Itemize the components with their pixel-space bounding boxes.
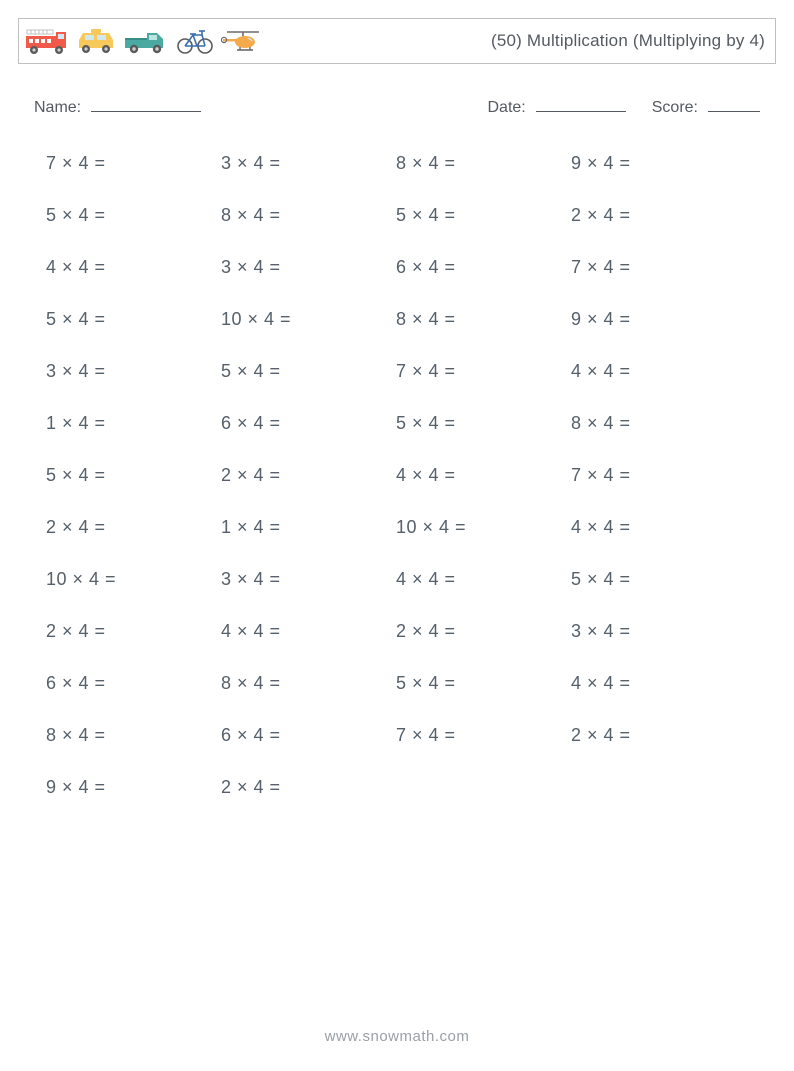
score-blank	[708, 98, 760, 112]
problem: 2 × 4 =	[221, 777, 396, 798]
problem: 2 × 4 =	[46, 517, 221, 538]
problem: 6 × 4 =	[221, 725, 396, 746]
footer-url: www.snowmath.com	[0, 1028, 794, 1045]
problem: 4 × 4 =	[571, 361, 746, 382]
problem: 4 × 4 =	[571, 517, 746, 538]
meta-row: Name: Date: Score:	[34, 98, 760, 117]
problem: 6 × 4 =	[396, 257, 571, 278]
problem: 4 × 4 =	[396, 465, 571, 486]
problem: 7 × 4 =	[571, 257, 746, 278]
score-label: Score:	[652, 99, 698, 117]
problem: 5 × 4 =	[221, 361, 396, 382]
problem: 3 × 4 =	[221, 569, 396, 590]
pickup-truck-icon	[123, 26, 169, 56]
problem: 4 × 4 =	[571, 673, 746, 694]
problem: 6 × 4 =	[46, 673, 221, 694]
date-blank	[536, 98, 626, 112]
name-blank	[91, 98, 201, 112]
problem: 5 × 4 =	[46, 309, 221, 330]
problem: 10 × 4 =	[396, 517, 571, 538]
problem: 1 × 4 =	[46, 413, 221, 434]
problem: 2 × 4 =	[46, 621, 221, 642]
problem: 3 × 4 =	[46, 361, 221, 382]
problem: 8 × 4 =	[221, 205, 396, 226]
problem: 9 × 4 =	[46, 777, 221, 798]
problem: 8 × 4 =	[571, 413, 746, 434]
taxi-icon	[75, 26, 117, 56]
problem: 5 × 4 =	[571, 569, 746, 590]
problem: 7 × 4 =	[396, 725, 571, 746]
problem: 4 × 4 =	[396, 569, 571, 590]
problem: 3 × 4 =	[221, 153, 396, 174]
problem: 5 × 4 =	[396, 205, 571, 226]
problem: 3 × 4 =	[571, 621, 746, 642]
problem: 2 × 4 =	[571, 725, 746, 746]
vehicle-icons	[25, 26, 265, 56]
problem: 8 × 4 =	[221, 673, 396, 694]
problem: 6 × 4 =	[221, 413, 396, 434]
problem: 10 × 4 =	[221, 309, 396, 330]
problem: 1 × 4 =	[221, 517, 396, 538]
problem: 10 × 4 =	[46, 569, 221, 590]
problem: 5 × 4 =	[396, 673, 571, 694]
problem: 7 × 4 =	[571, 465, 746, 486]
problem: 2 × 4 =	[571, 205, 746, 226]
problem: 5 × 4 =	[396, 413, 571, 434]
date-label: Date:	[488, 99, 526, 117]
bicycle-icon	[175, 26, 215, 56]
worksheet-title: (50) Multiplication (Multiplying by 4)	[491, 31, 765, 51]
name-field: Name:	[34, 98, 201, 117]
helicopter-icon	[221, 26, 265, 56]
problem: 8 × 4 =	[46, 725, 221, 746]
problem-grid: 7 × 4 =3 × 4 =8 × 4 =9 × 4 =5 × 4 =8 × 4…	[46, 153, 794, 798]
problem: 4 × 4 =	[221, 621, 396, 642]
header-box: (50) Multiplication (Multiplying by 4)	[18, 18, 776, 64]
problem: 7 × 4 =	[396, 361, 571, 382]
problem: 4 × 4 =	[46, 257, 221, 278]
problem: 8 × 4 =	[396, 309, 571, 330]
problem: 2 × 4 =	[221, 465, 396, 486]
name-label: Name:	[34, 99, 81, 117]
problem: 5 × 4 =	[46, 465, 221, 486]
fire-truck-icon	[25, 26, 69, 56]
problem: 9 × 4 =	[571, 309, 746, 330]
problem: 3 × 4 =	[221, 257, 396, 278]
problem: 2 × 4 =	[396, 621, 571, 642]
problem: 9 × 4 =	[571, 153, 746, 174]
problem: 8 × 4 =	[396, 153, 571, 174]
problem: 7 × 4 =	[46, 153, 221, 174]
problem: 5 × 4 =	[46, 205, 221, 226]
